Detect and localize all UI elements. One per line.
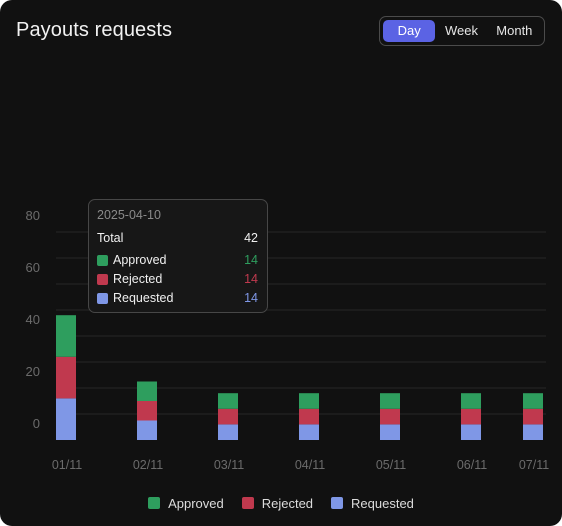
x-tick-label: 03/11 (214, 458, 244, 472)
rejected-legend-swatch-icon (241, 497, 254, 509)
range-day-button[interactable]: Day (383, 20, 436, 42)
x-tick-label: 01/11 (52, 458, 82, 472)
y-tick-label: 0 (33, 416, 40, 431)
approved-swatch-icon (97, 254, 108, 266)
x-tick-label: 07/11 (519, 458, 549, 472)
range-toggle: Day Week Month (379, 16, 545, 46)
tooltip-value: 14 (244, 291, 258, 305)
bar-segment-requested (137, 420, 157, 440)
legend-label: Approved (168, 495, 224, 511)
x-tick-label: 06/11 (457, 458, 487, 472)
bar-segment-requested (56, 398, 76, 440)
legend-item-requested[interactable]: Requested (331, 495, 414, 511)
bar-segment-requested (218, 424, 238, 440)
approved-legend-swatch-icon (148, 497, 161, 509)
bar-segment-approved (380, 393, 400, 409)
tooltip-row-rejected: Rejected 14 (97, 271, 258, 287)
bar-segment-approved (299, 393, 319, 409)
tooltip-value: 14 (244, 272, 258, 286)
rejected-swatch-icon (97, 273, 108, 285)
range-week-button[interactable]: Week (445, 23, 479, 38)
tooltip-value: 14 (244, 253, 258, 267)
tooltip-label: Requested (113, 291, 174, 305)
bar-segment-rejected (218, 408, 238, 425)
bar-segment-rejected (523, 408, 543, 425)
chart-legend: Approved Rejected Requested (0, 495, 562, 511)
bar-segment-rejected (137, 401, 157, 421)
y-tick-label: 80 (26, 208, 40, 223)
requested-legend-swatch-icon (331, 497, 344, 509)
y-tick-label: 20 (26, 364, 40, 379)
bar-segment-requested (299, 424, 319, 440)
y-tick-label: 60 (26, 260, 40, 275)
bar-segment-requested (461, 424, 481, 440)
bar-segment-rejected (299, 408, 319, 425)
tooltip-row-approved: Approved 14 (97, 252, 258, 268)
tooltip-total-label: Total (97, 231, 124, 245)
tooltip-total-row: Total 42 (97, 230, 258, 246)
y-tick-label: 40 (26, 312, 40, 327)
bar-segment-requested (523, 424, 543, 440)
x-tick-label: 05/11 (376, 458, 406, 472)
tooltip-total-value: 42 (244, 231, 258, 245)
bar-segment-rejected (56, 356, 76, 399)
tooltip-label: Rejected (113, 272, 163, 286)
tooltip-label: Approved (113, 253, 167, 267)
x-tick-label: 04/11 (295, 458, 325, 472)
tooltip-date: 2025-04-10 (97, 208, 161, 222)
legend-label: Requested (351, 495, 414, 511)
page-title: Payouts requests (16, 19, 173, 41)
bar-segment-rejected (461, 408, 481, 425)
bar-segment-rejected (380, 408, 400, 425)
bar-segment-approved (523, 393, 543, 409)
legend-item-rejected[interactable]: Rejected (241, 495, 314, 511)
legend-item-approved[interactable]: Approved (148, 495, 224, 511)
bar-segment-approved (218, 393, 238, 409)
tooltip-row-requested: Requested 14 (97, 290, 258, 306)
bar-segment-approved (461, 393, 481, 409)
x-tick-label: 02/11 (133, 458, 163, 472)
requested-swatch-icon (97, 292, 108, 304)
range-month-button[interactable]: Month (496, 23, 533, 38)
bar-segment-requested (380, 424, 400, 440)
bar-segment-approved (137, 381, 157, 401)
chart-tooltip: 2025-04-10 Total 42 Approved 14 Rejected… (88, 199, 268, 313)
bar-segment-approved (56, 315, 76, 357)
legend-label: Rejected (261, 495, 314, 511)
